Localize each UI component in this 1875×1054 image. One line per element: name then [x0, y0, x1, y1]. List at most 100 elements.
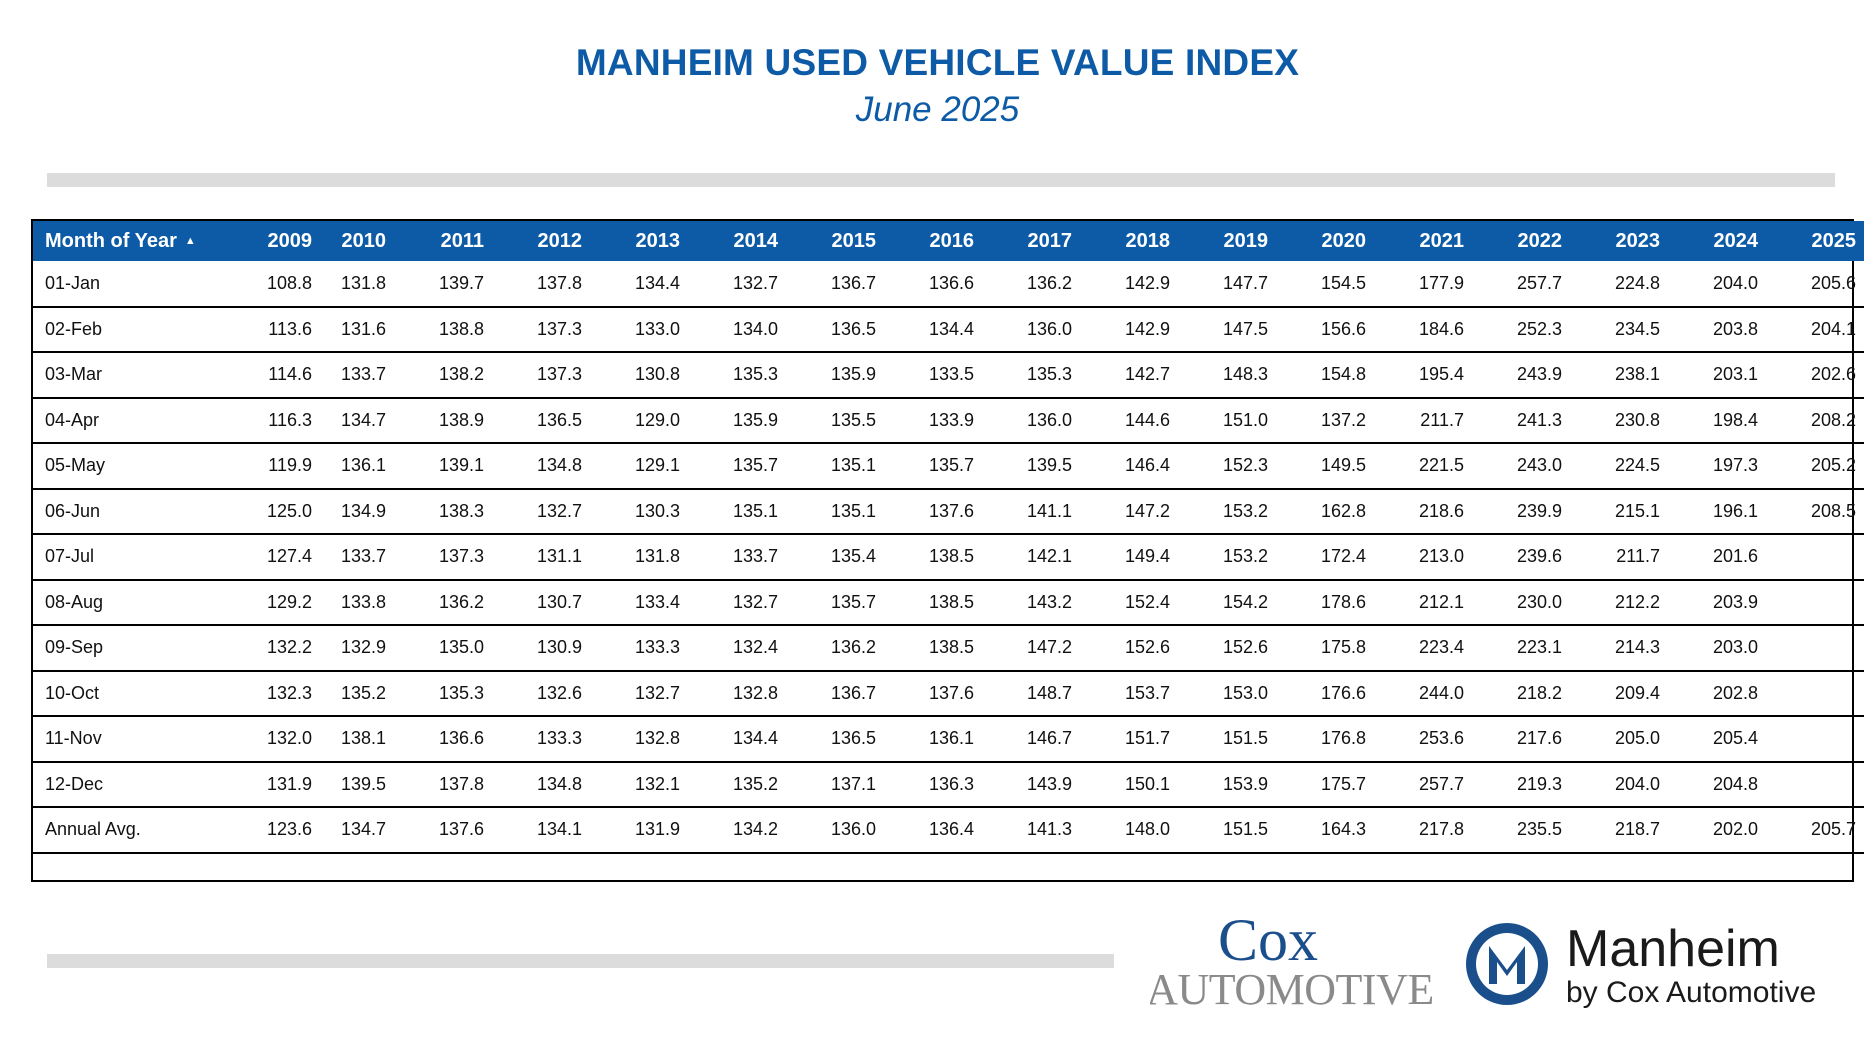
- table-cell: 135.7: [830, 591, 876, 612]
- row-label: 12-Dec: [45, 773, 104, 794]
- table-cell: 131.9: [634, 819, 680, 840]
- table-cell: 136.6: [438, 728, 484, 749]
- column-header-2009[interactable]: 2009: [267, 229, 313, 252]
- table-cell: 239.6: [1516, 546, 1562, 567]
- column-header-2024[interactable]: 2024: [1713, 229, 1759, 252]
- bottom-divider: [47, 954, 1114, 968]
- table-row: 04-Apr 116.3 134.7 138.9 136.5 129.0 135.9 135.…: [33, 398, 1864, 443]
- table-cell: 234.5: [1614, 318, 1660, 339]
- table-cell: 147.2: [1026, 637, 1072, 658]
- column-header-2017[interactable]: 2017: [1027, 229, 1073, 252]
- page-title: MANHEIM USED VEHICLE VALUE INDEX: [575, 42, 1300, 83]
- column-header-month[interactable]: Month of Year ▲: [45, 229, 196, 252]
- column-header-2020[interactable]: 2020: [1321, 229, 1367, 252]
- table-cell: 136.5: [830, 318, 876, 339]
- table-cell: 135.3: [732, 364, 778, 385]
- table-cell: 134.8: [536, 773, 582, 794]
- column-header-2010[interactable]: 2010: [341, 229, 387, 252]
- column-header-2013[interactable]: 2013: [635, 229, 681, 252]
- table-cell: 195.4: [1418, 364, 1464, 385]
- table-cell: 130.7: [536, 591, 582, 612]
- table-cell: 243.0: [1516, 455, 1562, 476]
- page-subtitle: June 2025: [855, 90, 1020, 129]
- table-cell: 135.4: [830, 546, 876, 567]
- table-cell: 205.7: [1810, 819, 1856, 840]
- table-cell: 136.4: [928, 819, 974, 840]
- table-cell: [1766, 625, 1864, 671]
- table-cell: 135.5: [830, 409, 876, 430]
- table-empty-cell: [33, 853, 1864, 879]
- column-header-2021[interactable]: 2021: [1419, 229, 1465, 252]
- table-cell: 213.0: [1418, 546, 1464, 567]
- table-cell: [1766, 671, 1864, 717]
- table-cell: 151.5: [1222, 819, 1268, 840]
- table-cell: 135.2: [732, 773, 778, 794]
- table-cell: 134.4: [928, 318, 974, 339]
- table-cell: 135.1: [830, 500, 876, 521]
- table-cell: 135.2: [340, 682, 386, 703]
- table-cell: 133.5: [928, 364, 974, 385]
- table-cell: 172.4: [1320, 546, 1366, 567]
- table-cell: 212.1: [1418, 591, 1464, 612]
- table-cell: 138.5: [928, 637, 974, 658]
- table-cell: [1766, 716, 1864, 762]
- column-header-2015[interactable]: 2015: [831, 229, 877, 252]
- table-cell: 138.8: [438, 318, 484, 339]
- table-cell: [1766, 762, 1864, 808]
- column-header-2019[interactable]: 2019: [1223, 229, 1269, 252]
- table-cell: 132.0: [266, 728, 312, 749]
- table-cell: 224.8: [1614, 272, 1660, 293]
- table-cell: 239.9: [1516, 500, 1562, 521]
- table-cell: 134.9: [340, 500, 386, 521]
- table-cell: 139.1: [438, 455, 484, 476]
- column-header-2012[interactable]: 2012: [537, 229, 583, 252]
- table-cell: 252.3: [1516, 318, 1562, 339]
- row-label: 02-Feb: [45, 318, 103, 339]
- table-cell: 138.5: [928, 546, 974, 567]
- table-cell: 218.6: [1418, 500, 1464, 521]
- column-header-2016[interactable]: 2016: [929, 229, 975, 252]
- column-header-2023[interactable]: 2023: [1615, 229, 1661, 252]
- sort-ascending-icon[interactable]: ▲: [184, 235, 196, 248]
- table-cell: 146.7: [1026, 728, 1072, 749]
- table-cell: 148.7: [1026, 682, 1072, 703]
- table-cell: 136.0: [830, 819, 876, 840]
- column-header-2025[interactable]: 2025: [1811, 229, 1857, 252]
- table-cell: 132.4: [732, 637, 778, 658]
- table-cell: 116.3: [268, 409, 312, 430]
- table-cell: 129.0: [634, 409, 680, 430]
- table-cell: 138.1: [340, 728, 386, 749]
- table-empty-row: [33, 853, 1864, 879]
- table-cell: 144.6: [1124, 409, 1170, 430]
- cox-logo-text-line1: Cox: [1218, 908, 1318, 973]
- table-row: 08-Aug 129.2 133.8 136.2 130.7 133.4 132.7 135.…: [33, 580, 1864, 625]
- table-cell: 137.8: [536, 272, 582, 293]
- column-header-2022[interactable]: 2022: [1517, 229, 1563, 252]
- table-cell: 131.1: [536, 546, 582, 567]
- table-cell: 143.2: [1026, 591, 1072, 612]
- table-cell: 136.5: [536, 409, 582, 430]
- table-cell: 132.7: [536, 500, 582, 521]
- table-cell: 204.1: [1810, 318, 1856, 339]
- table-cell: 119.9: [268, 455, 312, 476]
- table-header-row: Month of Year ▲ 2009 2010 2011 2012 2013 2014 2…: [33, 221, 1864, 261]
- table-cell: 203.1: [1712, 364, 1758, 385]
- table-cell: 114.6: [268, 364, 312, 385]
- table-cell: 147.7: [1222, 272, 1268, 293]
- table-cell: 136.6: [928, 272, 974, 293]
- table-cell: 136.3: [928, 773, 974, 794]
- column-header-2011[interactable]: 2011: [440, 229, 484, 252]
- row-label: 07-Jul: [45, 546, 95, 567]
- table-cell: 108.8: [266, 272, 312, 293]
- table-cell: 113.6: [268, 318, 312, 339]
- table-cell: 134.8: [536, 455, 582, 476]
- table-cell: 223.1: [1516, 637, 1562, 658]
- table-cell: 132.7: [732, 591, 778, 612]
- table-row: 01-Jan 108.8 131.8 139.7 137.8 134.4 132.7 136.…: [33, 261, 1864, 307]
- table-row: 02-Feb 113.6 131.6 138.8 137.3 133.0 134.0 136.…: [33, 307, 1864, 352]
- table-cell: 135.7: [732, 455, 778, 476]
- column-header-2014[interactable]: 2014: [733, 229, 779, 252]
- table-cell: 131.6: [340, 318, 386, 339]
- table-cell: 203.9: [1712, 591, 1758, 612]
- column-header-2018[interactable]: 2018: [1125, 229, 1171, 252]
